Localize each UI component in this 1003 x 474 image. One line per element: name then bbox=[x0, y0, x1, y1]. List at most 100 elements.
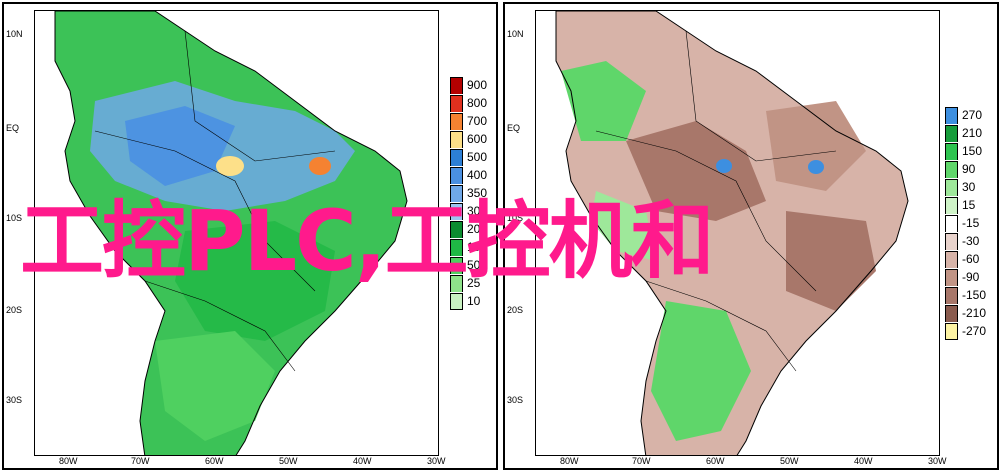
colorbar-label: 300 bbox=[467, 204, 488, 218]
colorbar-label: 800 bbox=[467, 96, 488, 110]
lat-label: 10S bbox=[507, 213, 524, 223]
lon-label: 60W bbox=[205, 456, 224, 466]
colorbar-swatch bbox=[450, 94, 463, 112]
colorbar-label: 210 bbox=[962, 126, 983, 140]
lon-label: 30W bbox=[928, 456, 947, 466]
colorbar-entry: 15 bbox=[945, 196, 986, 214]
left-map-panel: 10N EQ 10S 20S 30S 80W 70W 60W 50W 40W 3… bbox=[2, 2, 498, 470]
colorbar-swatch bbox=[945, 250, 958, 268]
colorbar-label: 600 bbox=[467, 132, 488, 146]
colorbar-entry: -30 bbox=[945, 232, 986, 250]
colorbar-label: 30 bbox=[962, 180, 976, 194]
colorbar-label: 50 bbox=[467, 258, 481, 272]
colorbar-label: -30 bbox=[962, 234, 980, 248]
colorbar-swatch bbox=[945, 106, 958, 124]
colorbar-swatch bbox=[450, 130, 463, 148]
colorbar-entry: 700 bbox=[450, 112, 487, 130]
colorbar-label: 700 bbox=[467, 114, 488, 128]
colorbar-label: 900 bbox=[467, 78, 488, 92]
right-map-graphic bbox=[555, 11, 909, 455]
lon-label: 40W bbox=[353, 456, 372, 466]
colorbar-label: 270 bbox=[962, 108, 983, 122]
colorbar-swatch bbox=[450, 148, 463, 166]
colorbar-entry: -210 bbox=[945, 304, 986, 322]
colorbar-entry: 900 bbox=[450, 76, 487, 94]
lat-label: EQ bbox=[6, 123, 20, 133]
lat-label: 30S bbox=[507, 395, 524, 405]
colorbar-swatch bbox=[945, 124, 958, 142]
colorbar-label: 200 bbox=[467, 222, 488, 236]
colorbar-swatch bbox=[450, 292, 463, 310]
colorbar-label: 400 bbox=[467, 168, 488, 182]
colorbar-swatch bbox=[450, 184, 463, 202]
colorbar-entry: 500 bbox=[450, 148, 487, 166]
colorbar-label: -210 bbox=[962, 306, 987, 320]
colorbar-entry: 210 bbox=[945, 124, 986, 142]
colorbar-swatch bbox=[450, 238, 463, 256]
left-map-graphic bbox=[54, 11, 408, 455]
colorbar-entry: 300 bbox=[450, 202, 487, 220]
colorbar-swatch bbox=[945, 286, 958, 304]
colorbar-swatch bbox=[450, 112, 463, 130]
colorbar-entry: 90 bbox=[945, 160, 986, 178]
colorbar-entry: -150 bbox=[945, 286, 986, 304]
colorbar-label: 15 bbox=[962, 198, 976, 212]
lon-label: 70W bbox=[632, 456, 651, 466]
lat-label: 10N bbox=[6, 29, 23, 39]
lat-label: 30S bbox=[6, 395, 23, 405]
colorbar-entry: 10 bbox=[450, 292, 487, 310]
colorbar-entry: 400 bbox=[450, 166, 487, 184]
lon-label: 80W bbox=[560, 456, 579, 466]
colorbar-label: 100 bbox=[467, 240, 488, 254]
lat-label: 10S bbox=[6, 213, 23, 223]
colorbar-label: 10 bbox=[467, 294, 481, 308]
colorbar-swatch bbox=[450, 76, 463, 94]
colorbar-label: 25 bbox=[467, 276, 481, 290]
colorbar-label: 500 bbox=[467, 150, 488, 164]
colorbar-entry: 25 bbox=[450, 274, 487, 292]
right-map bbox=[535, 10, 940, 456]
colorbar-entry: -15 bbox=[945, 214, 986, 232]
colorbar-label: 90 bbox=[962, 162, 976, 176]
colorbar-entry: 600 bbox=[450, 130, 487, 148]
colorbar-entry: 50 bbox=[450, 256, 487, 274]
colorbar-swatch bbox=[945, 268, 958, 286]
colorbar-entry: 150 bbox=[945, 142, 986, 160]
colorbar-swatch bbox=[450, 166, 463, 184]
lat-label: 20S bbox=[6, 305, 23, 315]
lon-label: 60W bbox=[706, 456, 725, 466]
lon-label: 30W bbox=[427, 456, 446, 466]
colorbar-swatch bbox=[945, 232, 958, 250]
lon-label: 50W bbox=[279, 456, 298, 466]
colorbar-label: -60 bbox=[962, 252, 980, 266]
colorbar-label: 350 bbox=[467, 186, 488, 200]
colorbar-swatch bbox=[450, 256, 463, 274]
colorbar-entry: 270 bbox=[945, 106, 986, 124]
colorbar-entry: 100 bbox=[450, 238, 487, 256]
right-colorbar: 270 210 150 90 30 15 -15 -30 -60 -90 -150 -210 -270 bbox=[945, 106, 986, 340]
left-map bbox=[34, 10, 439, 456]
colorbar-entry: 200 bbox=[450, 220, 487, 238]
colorbar-entry: 800 bbox=[450, 94, 487, 112]
colorbar-label: -270 bbox=[962, 324, 987, 338]
colorbar-label: -15 bbox=[962, 216, 980, 230]
colorbar-swatch bbox=[945, 304, 958, 322]
colorbar-entry: -270 bbox=[945, 322, 986, 340]
lat-label: EQ bbox=[507, 123, 521, 133]
colorbar-swatch bbox=[945, 142, 958, 160]
colorbar-entry: -60 bbox=[945, 250, 986, 268]
left-colorbar: 900 800 700 600 500 400 350 300 200 100 50 25 10 bbox=[450, 76, 487, 310]
lon-label: 70W bbox=[131, 456, 150, 466]
lon-label: 50W bbox=[780, 456, 799, 466]
colorbar-entry: 30 bbox=[945, 178, 986, 196]
right-map-panel: 10N EQ 10S 20S 30S 80W 70W 60W 50W 40W 3… bbox=[503, 2, 999, 470]
lat-label: 20S bbox=[507, 305, 524, 315]
colorbar-label: 150 bbox=[962, 144, 983, 158]
colorbar-swatch bbox=[945, 160, 958, 178]
colorbar-swatch bbox=[945, 178, 958, 196]
colorbar-swatch bbox=[945, 322, 958, 340]
lon-label: 80W bbox=[59, 456, 78, 466]
lat-label: 10N bbox=[507, 29, 524, 39]
overlay-watermark-text: 工控PLC,工控机和 bbox=[20, 192, 715, 290]
colorbar-swatch bbox=[945, 196, 958, 214]
